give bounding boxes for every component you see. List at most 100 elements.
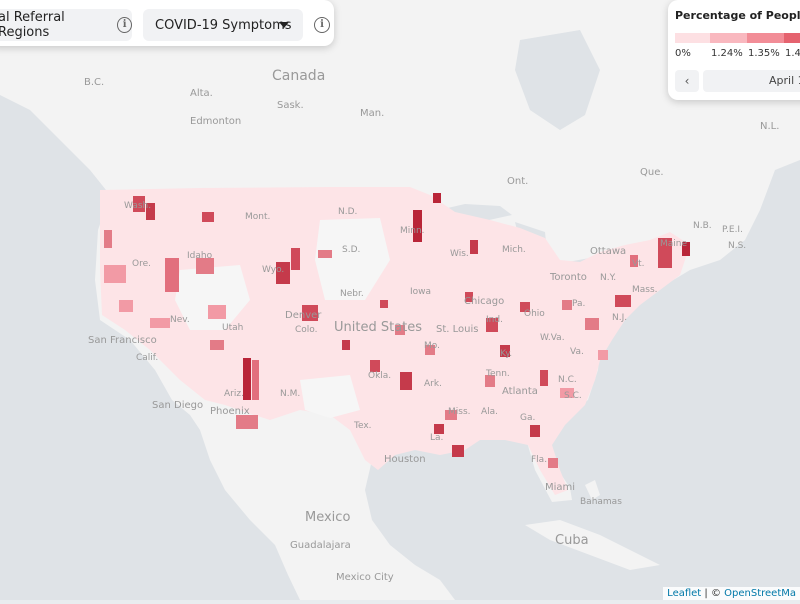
label-idaho: Idaho [187,251,213,261]
label-ark: Ark. [424,379,442,389]
choropleth-hotspots [104,193,690,468]
label-wyo: Wyo. [262,265,284,275]
label-ny: N.Y. [600,273,616,283]
map-attribution: Leaflet | © OpenStreetMa [663,587,800,600]
choropleth-light-west [175,265,250,330]
label-pei: P.E.I. [722,225,743,235]
label-sc: S.C. [564,391,582,401]
region-type-dropdown[interactable]: al Referral Regions i [0,9,132,41]
leaflet-link[interactable]: Leaflet [667,588,702,599]
label-tenn: Tenn. [485,369,510,379]
label-ky: Ky. [500,349,512,359]
label-tex: Tex. [353,421,372,431]
label-bahamas: Bahamas [580,497,622,507]
label-san-diego: San Diego [152,400,203,411]
label-ohio: Ohio [524,309,545,319]
legend-tick: 1.24% [711,48,743,59]
attribution-separator: | © [701,588,725,599]
legend-swatch-1 [675,33,710,43]
label-ariz: Ariz. [224,389,244,399]
label-sask: Sask. [277,100,304,111]
label-wis: Wis. [450,249,469,259]
region-info-icon[interactable]: i [117,17,132,33]
map-labels: Canada B.C. Alta. Sask. Man. Edmonton On… [84,68,779,583]
label-ala: Ala. [481,407,498,417]
label-houston: Houston [384,454,426,465]
symptom-info-icon[interactable]: i [314,17,330,33]
label-guadalajara: Guadalajara [290,540,351,551]
label-vt: Vt. [632,259,645,269]
hudson-bay [515,30,600,130]
land-cuba [525,520,660,570]
label-canada: Canada [272,68,325,84]
label-alta: Alta. [190,88,213,99]
label-wva: W.Va. [540,333,565,343]
date-selector: ‹ April 1 [675,70,800,92]
label-mont: Mont. [245,212,270,222]
label-mexico-city: Mexico City [336,572,394,583]
label-wash: Wash. [124,201,151,211]
label-nd: N.D. [338,207,357,217]
legend-tick: 0% [675,48,691,59]
legend-swatch-2 [710,33,747,43]
legend-tick: 1.49 [785,48,800,59]
label-utah: Utah [222,323,243,333]
label-ore: Ore. [132,259,151,269]
date-display[interactable]: April 1 [703,70,800,92]
label-ottawa: Ottawa [590,246,626,257]
label-la: La. [430,433,443,443]
label-va: Va. [570,347,584,357]
label-mass: Mass. [632,285,658,295]
legend-panel: Percentage of People W 0% 1.24% 1.35% 1.… [668,0,800,100]
label-cuba: Cuba [555,533,589,548]
legend-swatch-4 [784,33,800,43]
label-edmonton: Edmonton [190,116,241,127]
label-mich: Mich. [502,245,526,255]
choropleth-light-tex [300,375,360,418]
label-colo: Colo. [295,325,318,335]
label-phoenix: Phoenix [210,406,250,417]
label-iowa: Iowa [410,287,431,297]
land-bahamas [585,480,600,500]
label-nm: N.M. [280,389,300,399]
label-maine: Maine [660,239,687,249]
chevron-left-icon[interactable]: ‹ [675,70,699,92]
legend-swatch-3 [747,33,784,43]
label-nc: N.C. [558,375,577,385]
label-ont: Ont. [507,176,528,187]
label-miss: Miss. [448,407,471,417]
label-san-francisco: San Francisco [88,335,157,346]
label-nev: Nev. [170,315,190,325]
label-atlanta: Atlanta [502,386,538,397]
label-nl: N.L. [760,121,779,132]
filter-controls-panel: al Referral Regions i COVID-19 Symptoms … [0,0,334,46]
label-ga: Ga. [520,413,535,423]
openstreetmap-link[interactable]: OpenStreetMa [724,588,796,599]
label-nebr: Nebr. [340,289,364,299]
label-man: Man. [360,108,384,119]
label-fla: Fla. [531,455,547,465]
label-miami: Miami [545,482,575,493]
label-minn: Minn. [400,226,425,236]
label-nj: N.J. [612,313,627,323]
label-mo: Mo. [424,341,440,351]
label-okla: Okla. [368,371,391,381]
symptom-dropdown-label: COVID-19 Symptoms [155,17,292,33]
label-toronto: Toronto [549,272,587,283]
choropleth-light-plains [315,218,390,300]
region-type-label: al Referral Regions [0,10,65,40]
label-ind: Ind. [486,315,503,325]
label-united-states: United States [334,320,422,335]
label-nb: N.B. [693,221,712,231]
caret-down-icon [279,22,289,28]
label-que: Que. [640,167,664,178]
label-pa: Pa. [572,299,585,309]
symptom-dropdown[interactable]: COVID-19 Symptoms [143,9,303,41]
label-bc: B.C. [84,77,104,88]
label-calif: Calif. [136,353,158,363]
legend-tick: 1.35% [748,48,780,59]
label-mexico: Mexico [305,510,350,525]
label-st-louis: St. Louis [436,324,478,335]
